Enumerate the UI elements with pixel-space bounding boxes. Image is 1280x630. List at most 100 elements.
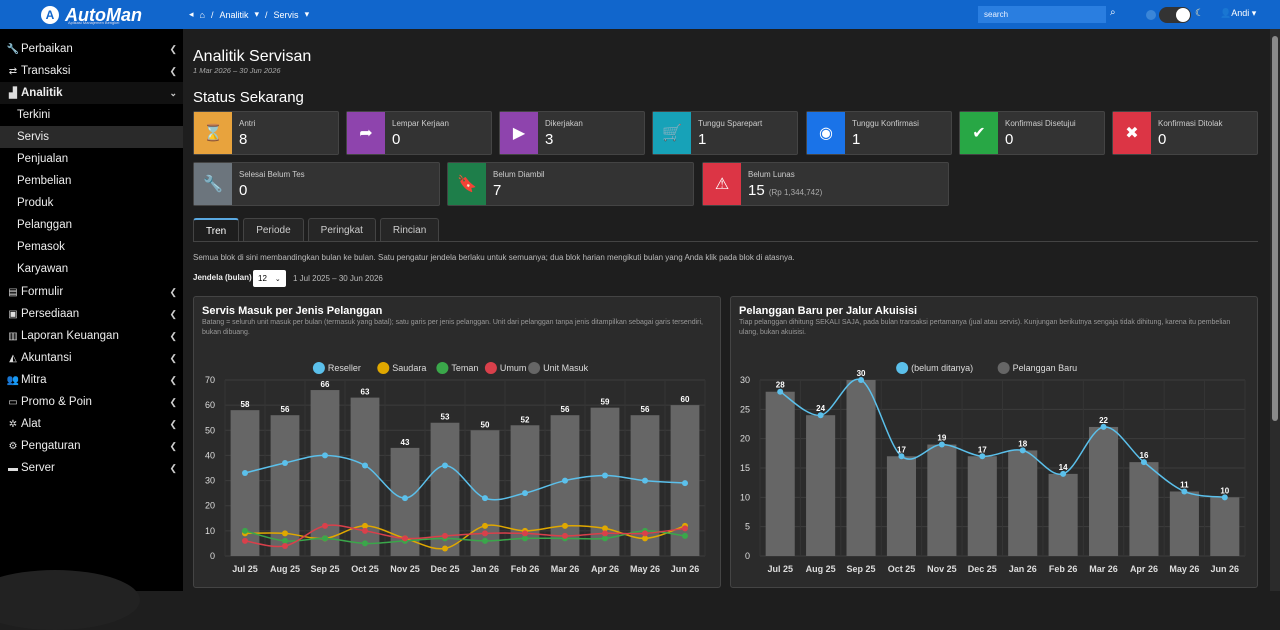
status-card-lempar-kerjaan[interactable]: ➦ Lempar Kerjaan 0 <box>346 111 492 155</box>
data-point <box>817 412 824 419</box>
data-point <box>362 462 368 469</box>
window-range: 1 Jul 2025 – 30 Jun 2026 <box>293 274 383 283</box>
sidebar-subitem-karyawan[interactable]: Karyawan <box>17 263 69 275</box>
tab-tren[interactable]: Tren <box>193 218 240 242</box>
sidebar-item-promo-poin[interactable]: ▭ Promo & Poin ❮ <box>0 391 183 413</box>
sidebar-item-alat[interactable]: ✲ Alat ❮ <box>0 413 183 435</box>
bar <box>886 456 917 556</box>
sidebar-item-mitra[interactable]: 👥 Mitra ❮ <box>6 374 177 386</box>
x-tick-label: Aug 25 <box>270 564 300 574</box>
brand[interactable]: A AutoMan <box>0 0 183 29</box>
home-icon[interactable]: ⌂ <box>199 9 205 20</box>
sidebar-item-akuntansi[interactable]: ◭ Akuntansi ❮ <box>0 347 183 369</box>
sidebar-item-formulir[interactable]: ▤ Formulir ❮ <box>0 281 183 303</box>
sidebar-item-server[interactable]: ▬ Server ❮ <box>0 457 183 479</box>
y-tick-label: 70 <box>205 375 215 385</box>
tab-bar: Tren Periode Peringkat Rincian <box>193 218 440 242</box>
bar-value-label: 63 <box>361 388 370 397</box>
bar-value-label: 56 <box>281 405 290 414</box>
legend-swatch <box>436 362 449 374</box>
sidebar-subitem-pemasok[interactable]: Pemasok <box>17 241 65 253</box>
legend-label: Unit Masuk <box>543 363 589 373</box>
sidebar-item-analitik[interactable]: ▟ Analitik ⌄ <box>0 82 183 104</box>
legend-label: Reseller <box>328 363 361 373</box>
bar <box>470 430 500 556</box>
y-tick-label: 50 <box>205 425 215 435</box>
exchange-icon: ⇄ <box>8 65 18 77</box>
search-icon[interactable]: ⌕ <box>1110 7 1116 18</box>
data-point <box>482 522 488 529</box>
sidebar-subitem-penjualan[interactable]: Penjualan <box>17 153 69 165</box>
breadcrumb-analitik[interactable]: Analitik <box>219 9 249 20</box>
status-card-belum-lunas[interactable]: ⚠ Belum Lunas 15 (Rp 1,344,742) <box>702 162 949 206</box>
sidebar-item-transaksi[interactable]: ⇄ Transaksi ❮ <box>0 60 183 82</box>
bar <box>1088 426 1119 556</box>
data-point <box>642 535 648 542</box>
bar-value-label: 66 <box>321 380 330 389</box>
data-point <box>522 530 528 537</box>
data-point <box>777 388 784 395</box>
sidebar-item-perbaikan[interactable]: 🔧 Perbaikan ❮ <box>6 43 177 55</box>
chevron-left-icon[interactable]: ◂ <box>189 9 194 19</box>
tab-periode[interactable]: Periode <box>243 218 304 242</box>
status-card-antri[interactable]: ⌛ Antri 8 <box>193 111 339 155</box>
sidebar-subitem-produk[interactable]: Produk <box>17 197 54 209</box>
data-point <box>322 522 328 529</box>
data-point <box>482 530 488 537</box>
scrollbar-thumb[interactable] <box>1272 36 1278 421</box>
status-card-konfirmasi-ditolak[interactable]: ✖ Konfirmasi Ditolak 0 <box>1112 111 1258 155</box>
sidebar-subitem-terkini[interactable]: Terkini <box>17 109 51 121</box>
bar-value-label: 43 <box>401 438 410 447</box>
caret-down-icon: ▾ <box>304 9 310 19</box>
breadcrumb-servis[interactable]: Servis <box>273 9 299 20</box>
x-tick-label: Aug 25 <box>806 564 836 574</box>
chevron-left-icon: ❮ <box>169 65 177 76</box>
status-card-selesai-belum-tes[interactable]: 🔧 Selesai Belum Tes 0 <box>193 162 440 206</box>
bookmark-icon: 🔖 <box>448 163 486 205</box>
search-input[interactable] <box>978 6 1106 23</box>
sidebar-subitem-pembelian[interactable]: Pembelian <box>17 175 72 187</box>
tab-rincian[interactable]: Rincian <box>379 218 440 242</box>
y-tick-label: 25 <box>740 404 750 414</box>
sidebar-item-persediaan[interactable]: ▣ Persediaan ❮ <box>0 303 183 325</box>
x-tick-label: Apr 26 <box>1130 564 1158 574</box>
tab-peringkat[interactable]: Peringkat <box>307 218 376 242</box>
times-icon: ✖ <box>1113 112 1151 154</box>
x-tick-label: May 26 <box>630 564 660 574</box>
x-tick-label: Jan 26 <box>1009 564 1037 574</box>
belum-lunas-amount: (Rp 1,344,742) <box>768 188 823 197</box>
sidebar-subitem-servis[interactable]: Servis <box>0 126 183 148</box>
sidebar-subitem-pelanggan[interactable]: Pelanggan <box>17 219 72 231</box>
status-card-dikerjakan[interactable]: ▶ Dikerjakan 3 <box>499 111 645 155</box>
sidebar-item-laporan-keuangan[interactable]: ▥ Laporan Keuangan ❮ <box>0 325 183 347</box>
bar-value-label: 58 <box>241 400 250 409</box>
x-tick-label: Oct 25 <box>888 564 916 574</box>
page-date-range: 1 Mar 2026 – 30 Jun 2026 <box>193 66 281 75</box>
check-icon: ✔ <box>960 112 998 154</box>
x-tick-label: Dec 25 <box>430 564 459 574</box>
user-menu[interactable]: 👤Andi ▾ <box>1220 8 1257 18</box>
series-line <box>244 524 686 548</box>
status-card-konfirmasi-disetujui[interactable]: ✔ Konfirmasi Disetujui 0 <box>959 111 1105 155</box>
server-icon: ▬ <box>8 462 18 474</box>
sidebar-item-pengaturan[interactable]: ⚙ Pengaturan ❮ <box>0 435 183 457</box>
bar-value-label: 50 <box>481 420 490 429</box>
data-point <box>682 525 688 532</box>
bar <box>765 391 795 556</box>
status-card-tunggu-konfirmasi[interactable]: ◉ Tunggu Konfirmasi 1 <box>806 111 952 155</box>
bar <box>1048 473 1078 556</box>
x-tick-label: Nov 25 <box>390 564 420 574</box>
data-point <box>979 453 986 460</box>
point-value-label: 17 <box>978 445 987 454</box>
x-tick-label: Sep 25 <box>847 564 876 574</box>
data-point <box>242 527 248 534</box>
data-point <box>858 377 865 383</box>
breadcrumb: ◂ ⌂ / Analitik ▾ / Servis ▾ <box>189 9 310 20</box>
data-point <box>482 537 488 544</box>
y-tick-label: 5 <box>745 522 750 532</box>
status-card-tunggu-sparepart[interactable]: 🛒 Tunggu Sparepart 1 <box>652 111 798 155</box>
status-card-belum-diambil[interactable]: 🔖 Belum Diambil 7 <box>447 162 694 206</box>
legend-swatch <box>377 362 390 374</box>
window-select[interactable]: 12 ⌄ <box>253 270 286 287</box>
chevron-left-icon: ❮ <box>169 308 177 319</box>
